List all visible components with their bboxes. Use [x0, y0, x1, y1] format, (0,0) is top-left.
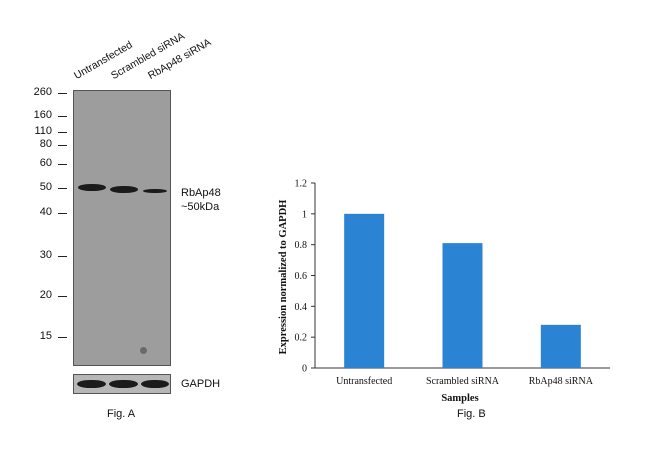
membrane-spot: [140, 347, 147, 354]
x-tick-label: RbAp48 siRNA: [529, 376, 594, 387]
fig-b-caption: Fig. B: [457, 408, 486, 420]
x-tick-label: Scrambled siRNA: [426, 376, 500, 387]
mw-tick: [58, 132, 67, 133]
mw-tick: [58, 256, 67, 257]
blot-membrane: [73, 90, 171, 366]
y-tick-label: 0.4: [295, 302, 308, 313]
x-tick-label: Untransfected: [336, 376, 392, 387]
x-axis-label: Samples: [441, 393, 478, 404]
gapdh-band-untransfected: [77, 380, 106, 388]
y-axis-label: Expression normalized to GAPDH: [278, 200, 289, 355]
mw-tick: [58, 337, 67, 338]
mw-tick: [58, 188, 67, 189]
mw-marker: 40: [39, 206, 52, 218]
fig-a-caption: Fig. A: [107, 408, 136, 420]
bar: [540, 324, 581, 368]
bar: [442, 243, 483, 368]
mw-tick: [58, 116, 67, 117]
mw-tick: [58, 145, 67, 146]
gapdh-blot: [73, 374, 171, 394]
x-tick-labels: Untransfected Scrambled siRNA RbAp48 siRNA: [336, 376, 594, 387]
y-tick-label: 0.8: [295, 240, 308, 251]
mw-marker: 110: [34, 125, 52, 137]
mw-marker: 20: [39, 289, 52, 301]
band-rbap48: [143, 189, 167, 193]
target-size-label: ~50kDa: [181, 201, 220, 213]
gapdh-band-rbap48: [141, 380, 169, 388]
mw-marker: 260: [33, 86, 52, 98]
mw-marker: 50: [39, 181, 52, 193]
mw-tick: [58, 93, 67, 94]
mw-marker: 15: [39, 330, 52, 342]
mw-tick: [58, 296, 67, 297]
y-tick-label: 1: [302, 209, 307, 220]
gapdh-band-scrambled: [109, 380, 138, 388]
y-tick-label: 0.6: [295, 271, 308, 282]
bars: [344, 213, 581, 368]
bar-chart: 0 0.2 0.4 0.6 0.8 1 1.2 Untransfected Scrambled…: [278, 179, 610, 404]
mw-marker: 80: [39, 138, 52, 150]
bar: [344, 213, 385, 368]
target-label: RbAp48: [181, 187, 221, 199]
y-tick-label: 1.2: [295, 179, 308, 190]
band-untransfected: [78, 184, 106, 191]
mw-marker: 160: [33, 109, 52, 121]
mw-marker: 30: [39, 249, 52, 261]
loading-control-label: GAPDH: [181, 378, 221, 390]
mw-tick: [58, 213, 67, 214]
band-scrambled: [110, 186, 138, 193]
y-tick-label: 0: [302, 364, 307, 375]
y-tick-label: 0.2: [295, 333, 308, 344]
mw-tick: [58, 164, 67, 165]
mw-marker: 60: [39, 157, 52, 169]
